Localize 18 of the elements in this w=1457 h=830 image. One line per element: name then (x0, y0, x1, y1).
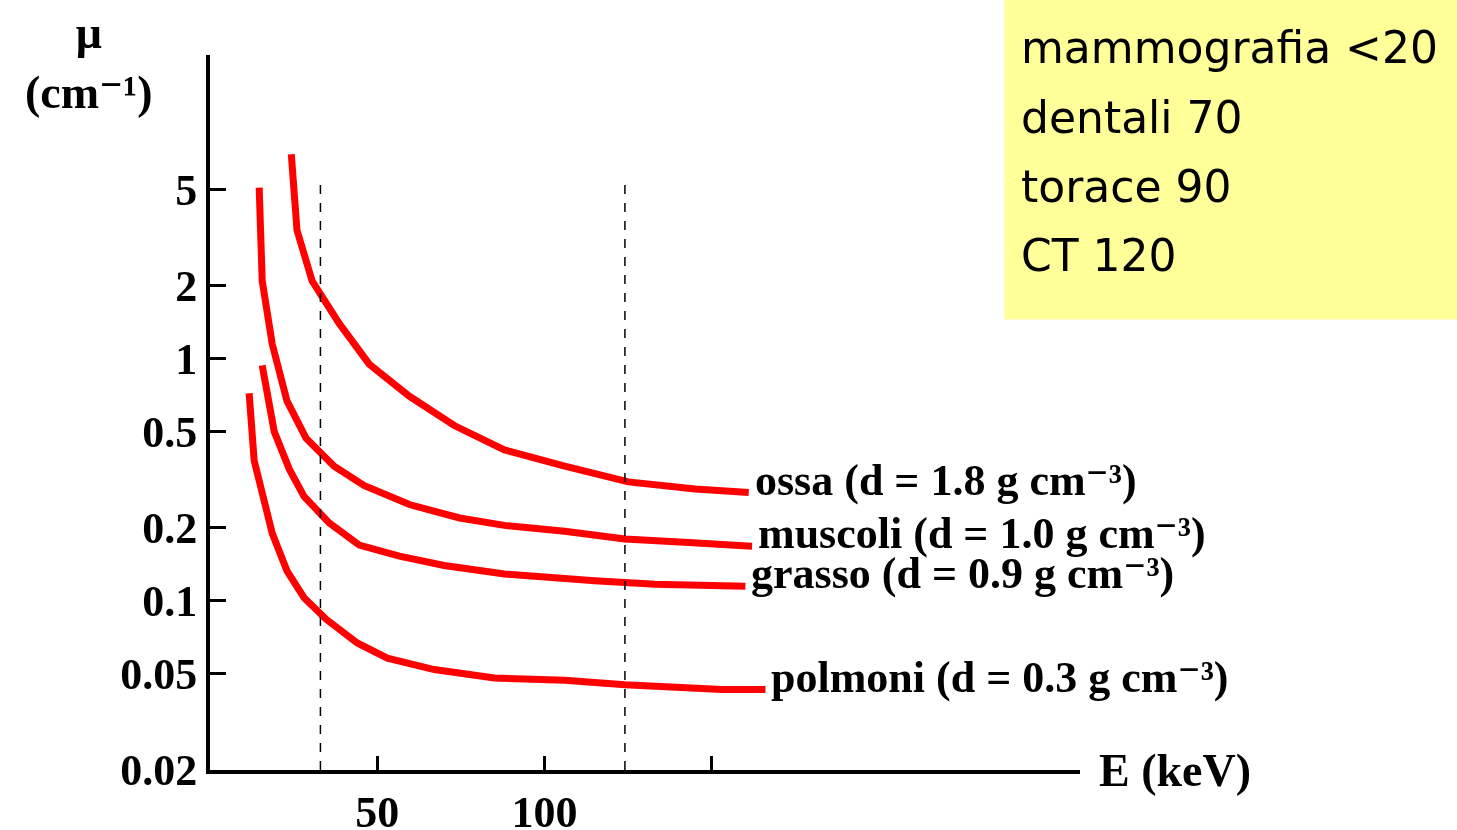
series-label: ossa (d = 1.8 g cm⁻³) (755, 456, 1137, 505)
y-tick-label: 0.05 (120, 650, 198, 700)
annotation: mammografia <20 (1021, 22, 1438, 73)
y-tick-label: 0.1 (142, 577, 198, 627)
series-label: polmoni (d = 0.3 g cm⁻³) (771, 653, 1229, 702)
y-tick-label: 5 (175, 166, 198, 216)
annotation: dentali 70 (1021, 92, 1243, 143)
annotation: CT 120 (1021, 230, 1177, 281)
x-tick-label: 100 (511, 787, 578, 830)
y-tick-label: 2 (175, 262, 198, 312)
annotation: torace 90 (1021, 161, 1232, 212)
y-tick-label: 0.02 (120, 746, 198, 796)
x-tick-label: 50 (355, 787, 400, 830)
y-tick-label: 1 (175, 335, 198, 385)
y-axis-title: μ (cm⁻¹) (25, 7, 153, 118)
y-tick-label: 0.2 (142, 504, 198, 554)
y-tick-label: 0.5 (142, 408, 198, 458)
x-axis-title: E (keV) (1099, 745, 1252, 796)
